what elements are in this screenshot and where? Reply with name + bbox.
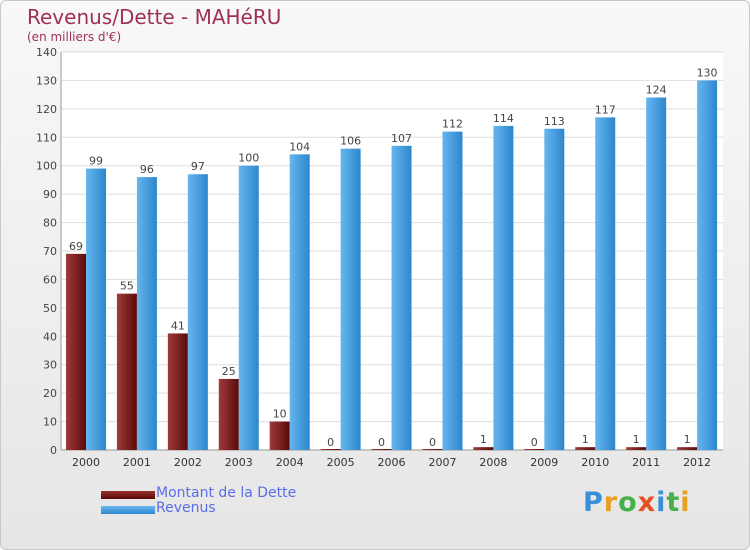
y-tick-label: 130: [36, 74, 57, 87]
y-tick-label: 90: [43, 188, 57, 201]
data-label-revenus: 130: [697, 66, 718, 79]
bar-revenus: [595, 117, 616, 450]
x-tick-label: 2004: [276, 456, 304, 469]
legend-label-revenus: Revenus: [156, 500, 216, 516]
chart-subtitle: (en milliers d'€): [27, 30, 122, 44]
x-tick-label: 2007: [428, 456, 456, 469]
bar-dette: [269, 421, 290, 450]
x-tick-label: 2009: [530, 456, 558, 469]
bar-revenus: [136, 177, 157, 451]
x-tick-label: 2006: [378, 456, 406, 469]
logo-letter: i: [680, 487, 691, 518]
bar-dette: [677, 447, 698, 450]
x-tick-label: 2003: [225, 456, 253, 469]
data-label-revenus: 114: [493, 112, 514, 125]
logo-letter: r: [603, 487, 619, 518]
bar-revenus: [544, 128, 565, 450]
y-tick-label: 60: [43, 273, 57, 286]
bar-revenus: [646, 97, 667, 450]
y-tick-label: 50: [43, 302, 57, 315]
data-label-dette: 0: [531, 436, 538, 449]
y-tick-label: 100: [36, 160, 57, 173]
data-label-revenus: 99: [89, 155, 103, 168]
bar-revenus: [340, 148, 361, 450]
data-label-dette: 0: [327, 436, 334, 449]
x-tick-label: 2010: [581, 456, 609, 469]
data-label-revenus: 107: [391, 132, 412, 145]
bar-dette: [626, 447, 647, 450]
bar-dette: [116, 293, 137, 450]
y-tick-label: 0: [50, 444, 57, 457]
x-tick-label: 2000: [72, 456, 100, 469]
bar-revenus: [187, 174, 208, 450]
data-label-dette: 1: [480, 433, 487, 446]
bar-revenus: [493, 125, 514, 451]
bar-revenus: [697, 80, 718, 450]
bar-revenus: [289, 154, 310, 451]
data-label-revenus: 124: [646, 83, 667, 96]
data-label-revenus: 112: [442, 118, 463, 131]
y-tick-label: 30: [43, 359, 57, 372]
data-label-revenus: 106: [340, 135, 361, 148]
bar-dette: [371, 449, 392, 450]
bar-revenus: [442, 131, 463, 450]
data-label-dette: 25: [222, 365, 236, 378]
bar-dette: [167, 333, 188, 450]
x-tick-label: 2005: [327, 456, 355, 469]
bar-dette: [422, 449, 443, 450]
data-label-revenus: 104: [289, 140, 310, 153]
data-label-dette: 1: [633, 433, 640, 446]
bar-dette: [575, 447, 596, 450]
bar-dette: [320, 449, 341, 450]
legend-swatch-dette: [101, 491, 155, 499]
y-tick-label: 80: [43, 217, 57, 230]
data-label-dette: 55: [120, 280, 134, 293]
bar-dette: [473, 447, 494, 450]
x-tick-label: 2002: [174, 456, 202, 469]
logo-letter: o: [618, 487, 638, 518]
x-tick-label: 2008: [479, 456, 507, 469]
logo-letter: P: [583, 487, 604, 518]
bar-revenus: [391, 145, 412, 451]
data-label-revenus: 113: [544, 115, 565, 128]
y-tick-label: 20: [43, 387, 57, 400]
y-tick-label: 70: [43, 245, 57, 258]
data-label-dette: 69: [69, 240, 83, 253]
legend-label-dette: Montant de la Dette: [156, 485, 297, 501]
data-label-dette: 1: [684, 433, 691, 446]
data-label-dette: 41: [171, 319, 185, 332]
data-label-revenus: 96: [140, 163, 154, 176]
y-tick-label: 120: [36, 103, 57, 116]
bar-dette: [524, 449, 545, 450]
y-tick-label: 10: [43, 416, 57, 429]
chart-title: Revenus/Dette - MAHéRU: [27, 5, 282, 29]
x-tick-label: 2001: [123, 456, 151, 469]
data-label-revenus: 97: [191, 160, 205, 173]
data-label-revenus: 100: [238, 152, 259, 165]
data-label-dette: 0: [378, 436, 385, 449]
y-tick-label: 140: [36, 46, 57, 59]
y-tick-label: 40: [43, 330, 57, 343]
logo-letter: t: [666, 487, 681, 518]
y-tick-label: 110: [36, 131, 57, 144]
data-label-dette: 1: [582, 433, 589, 446]
bar-revenus: [86, 168, 106, 451]
data-label-revenus: 117: [595, 103, 616, 116]
bar-revenus: [238, 165, 259, 450]
data-label-dette: 10: [273, 408, 287, 421]
logo-letter: i: [656, 487, 667, 518]
x-tick-label: 2011: [632, 456, 660, 469]
data-label-dette: 0: [429, 436, 436, 449]
bar-dette: [66, 253, 86, 450]
bar-dette: [218, 378, 239, 450]
x-tick-label: 2012: [683, 456, 711, 469]
legend-swatch-revenus: [101, 506, 155, 514]
logo-letter: x: [637, 487, 657, 518]
proxiti-logo: Proxiti: [583, 487, 691, 518]
